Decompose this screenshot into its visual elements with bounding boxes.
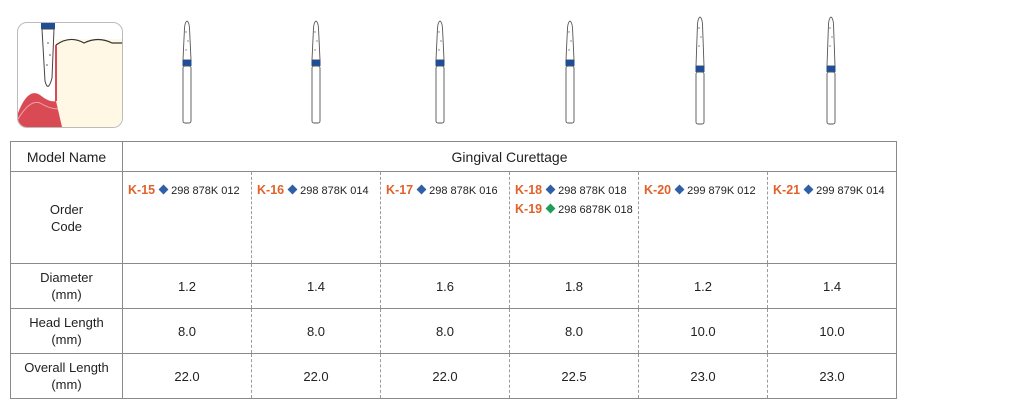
order-code: K-15 xyxy=(128,183,156,197)
order-code-cell: K-21 299 879K 014 xyxy=(766,171,898,264)
bur-4-icon xyxy=(565,20,575,124)
order-code-label: Order Code xyxy=(10,171,123,264)
diamond-icon xyxy=(416,184,427,195)
order-code: K-21 xyxy=(773,183,801,197)
head-value: 10.0 xyxy=(766,308,898,354)
diamond-icon xyxy=(158,184,169,195)
overall-value: 22.5 xyxy=(509,353,639,399)
diameter-value: 1.2 xyxy=(638,263,768,309)
overall-value: 22.0 xyxy=(122,353,252,399)
order-code-entry: K-16 298 878K 014 xyxy=(257,181,380,200)
bur-6-icon xyxy=(826,16,836,125)
order-code: K-16 xyxy=(257,183,285,197)
order-code: K-17 xyxy=(386,183,414,197)
overall-value: 23.0 xyxy=(766,353,898,399)
diamond-icon xyxy=(674,184,685,195)
order-code-entry: K-21 299 879K 014 xyxy=(773,181,896,200)
order-code: K-19 xyxy=(515,202,543,216)
diamond-icon xyxy=(545,203,556,214)
catalog-number: 298 878K 018 xyxy=(558,185,627,197)
diameter-value: 1.6 xyxy=(380,263,510,309)
catalog-number: 298 878K 012 xyxy=(171,185,240,197)
bur-2-icon xyxy=(311,20,321,124)
bur-1-icon xyxy=(182,20,192,124)
order-code-entry: K-15 298 878K 012 xyxy=(128,181,251,200)
bur-3-icon xyxy=(435,20,445,124)
overall-length-label: Overall Length (mm) xyxy=(10,353,123,399)
catalog-number: 299 879K 012 xyxy=(687,185,756,197)
bur-5-icon xyxy=(695,16,705,125)
order-code: K-20 xyxy=(644,183,672,197)
head-value: 8.0 xyxy=(380,308,510,354)
diameter-value: 1.8 xyxy=(509,263,639,309)
model-name-label: Model Name xyxy=(10,141,123,172)
order-code-entry: K-20 299 879K 012 xyxy=(644,181,767,200)
head-value: 8.0 xyxy=(122,308,252,354)
catalog-number: 299 879K 014 xyxy=(816,185,885,197)
order-code-entry: K-19 298 6878K 018 xyxy=(515,200,638,219)
product-spec-table: Model Name Gingival Curettage Order Code … xyxy=(10,141,898,399)
order-code-cell: K-15 298 878K 012 xyxy=(122,171,252,264)
gingival-curettage-diagram-icon xyxy=(17,22,123,128)
order-code-cell: K-16 298 878K 014 xyxy=(251,171,381,264)
catalog-number: 298 878K 016 xyxy=(429,185,498,197)
diameter-value: 1.4 xyxy=(251,263,381,309)
diamond-icon xyxy=(545,184,556,195)
order-code-entry: K-18 298 878K 018 xyxy=(515,181,638,200)
model-name-value: Gingival Curettage xyxy=(121,141,898,172)
head-value: 8.0 xyxy=(509,308,639,354)
catalog-number: 298 6878K 018 xyxy=(558,204,633,216)
order-code: K-18 xyxy=(515,183,543,197)
diameter-value: 1.4 xyxy=(766,263,898,309)
head-length-label: Head Length (mm) xyxy=(10,308,123,354)
head-value: 8.0 xyxy=(251,308,381,354)
head-value: 10.0 xyxy=(638,308,768,354)
diamond-icon xyxy=(287,184,298,195)
overall-value: 23.0 xyxy=(638,353,768,399)
order-code-entry: K-17 298 878K 016 xyxy=(386,181,509,200)
diameter-value: 1.2 xyxy=(122,263,252,309)
overall-value: 22.0 xyxy=(251,353,381,399)
catalog-number: 298 878K 014 xyxy=(300,185,369,197)
order-code-cell: K-17 298 878K 016 xyxy=(380,171,510,264)
order-code-cell: K-20 299 879K 012 xyxy=(638,171,768,264)
overall-value: 22.0 xyxy=(380,353,510,399)
diameter-label: Diameter (mm) xyxy=(10,263,123,309)
order-code-cell: K-18 298 878K 018 K-19 298 6878K 018 xyxy=(509,171,639,264)
diamond-icon xyxy=(803,184,814,195)
